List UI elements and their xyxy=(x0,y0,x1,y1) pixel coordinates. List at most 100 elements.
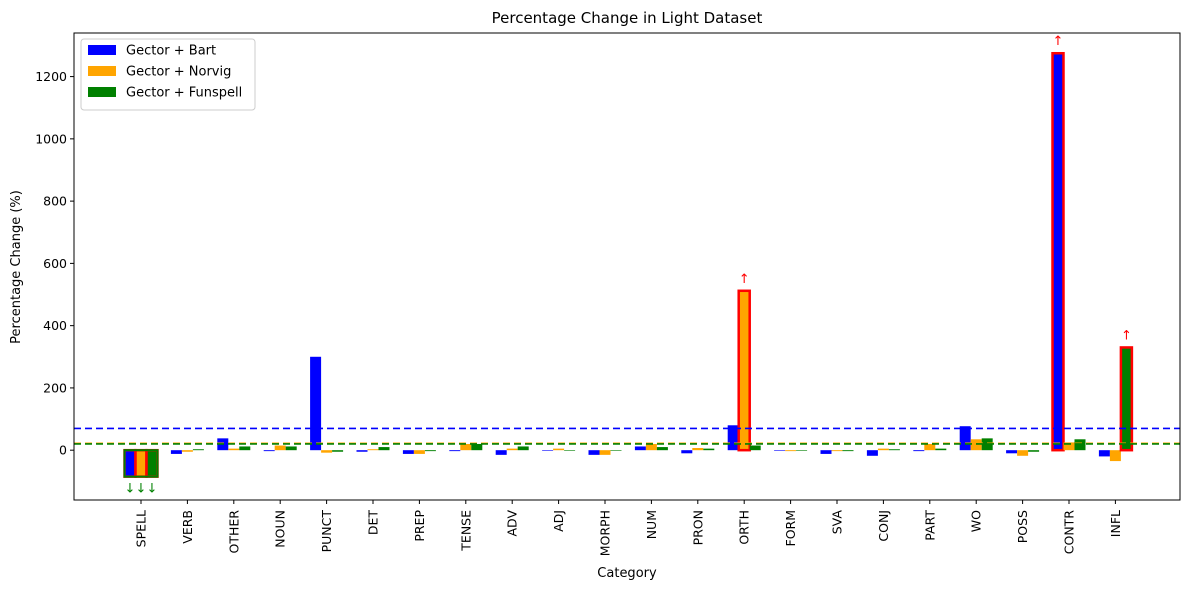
bar-part-series-1 xyxy=(913,450,925,452)
bar-conj-series-1 xyxy=(866,450,878,456)
bar-other-series-2 xyxy=(228,448,240,451)
bar-infl-series-1 xyxy=(1098,450,1110,457)
x-tick-label-spell: SPELL xyxy=(134,510,149,547)
bar-form-series-1 xyxy=(774,450,786,451)
bar-prep-series-1 xyxy=(402,450,414,454)
bar-verb-series-1 xyxy=(170,450,182,454)
bar-adv-series-3 xyxy=(517,446,529,451)
y-axis: 0 200 400 600 800 1000 1200 xyxy=(35,69,74,458)
x-tick-label-part: PART xyxy=(922,510,937,541)
legend-label-series-3: Gector + Funspell xyxy=(126,86,242,101)
legend-swatch-series-3 xyxy=(88,87,116,97)
bar-noun-series-1 xyxy=(263,450,275,452)
bar-adj-series-2 xyxy=(553,448,565,451)
legend-box xyxy=(80,38,256,111)
bar-num-series-1 xyxy=(634,446,646,451)
x-tick-label-pron: PRON xyxy=(690,510,705,545)
x-tick-label-other: OTHER xyxy=(226,510,241,554)
bar-morph-series-3 xyxy=(610,450,622,451)
bar-verb-series-3 xyxy=(192,449,204,451)
y-tick-label: 800 xyxy=(43,194,67,209)
x-tick-label-wo: WO xyxy=(969,510,984,532)
bar-spell-series-3 xyxy=(145,448,159,478)
bar-wo-series-1 xyxy=(959,426,971,451)
highlight-arrow-orth-series-2: ↑ xyxy=(739,272,750,287)
bar-sva-series-2 xyxy=(831,450,843,452)
legend-label-series-1: Gector + Bart xyxy=(126,44,216,59)
bar-poss-series-1 xyxy=(1006,450,1018,454)
bar-form-series-2 xyxy=(785,450,797,452)
bar-other-series-3 xyxy=(239,446,251,451)
bar-punct-series-1 xyxy=(310,356,322,451)
bar-poss-series-3 xyxy=(1028,450,1040,452)
x-tick-label-conj: CONJ xyxy=(876,510,891,542)
bar-prep-series-2 xyxy=(413,450,425,454)
highlight-arrow-spell-series-2: ↓ xyxy=(136,482,147,497)
bar-infl-series-3 xyxy=(1119,346,1134,452)
bar-det-series-2 xyxy=(367,449,379,451)
y-tick-label: 1000 xyxy=(35,131,67,146)
x-tick-label-punct: PUNCT xyxy=(319,510,334,553)
bar-prep-series-3 xyxy=(424,450,436,452)
x-axis-title: Category xyxy=(597,566,657,581)
y-tick-label: 400 xyxy=(43,318,67,333)
x-tick-label-noun: NOUN xyxy=(273,510,288,548)
x-axis: SPELL VERB OTHER NOUN PUNCT DET PREP TENSE ADV AD… xyxy=(134,500,1123,556)
x-tick-label-form: FORM xyxy=(783,510,798,547)
bar-pron-series-3 xyxy=(703,448,715,451)
y-axis-title: Percentage Change (%) xyxy=(9,190,24,344)
bar-pron-series-1 xyxy=(681,450,693,454)
bar-sva-series-3 xyxy=(842,450,854,452)
bar-num-series-2 xyxy=(645,443,657,451)
highlight-outline-spell xyxy=(123,449,159,478)
bar-contr-series-1 xyxy=(1051,51,1065,452)
plot-area: ↓ ↓ ↓↑↑↑ xyxy=(74,34,1180,497)
bar-noun-series-2 xyxy=(274,445,286,451)
bar-conj-series-3 xyxy=(888,449,900,451)
bar-morph-series-1 xyxy=(588,450,600,455)
bar-tense-series-3 xyxy=(471,443,483,451)
highlight-arrow-contr-series-1: ↑ xyxy=(1053,34,1064,49)
bar-noun-series-3 xyxy=(285,446,297,451)
bar-contr-series-2 xyxy=(1063,442,1075,451)
bar-orth-series-2 xyxy=(737,289,751,452)
bar-punct-series-3 xyxy=(332,450,344,452)
bar-det-series-3 xyxy=(378,447,390,451)
bar-spell-series-1 xyxy=(123,448,137,478)
bar-adj-series-1 xyxy=(542,450,554,451)
legend-label-series-2: Gector + Norvig xyxy=(126,65,231,80)
bar-orth-series-1 xyxy=(727,425,739,451)
chart-title: Percentage Change in Light Dataset xyxy=(492,9,763,27)
bar-verb-series-2 xyxy=(181,450,193,452)
x-tick-label-adj: ADJ xyxy=(551,510,566,532)
bar-adj-series-3 xyxy=(564,450,576,451)
bar-adv-series-1 xyxy=(495,450,507,455)
x-tick-label-verb: VERB xyxy=(180,510,195,544)
plot-frame xyxy=(73,32,1181,501)
bar-infl-series-2 xyxy=(1109,450,1121,462)
bar-part-series-2 xyxy=(924,443,936,451)
bar-part-series-3 xyxy=(935,448,947,451)
x-tick-label-contr: CONTR xyxy=(1062,510,1077,555)
y-tick-label: 600 xyxy=(43,256,67,271)
bar-tense-series-2 xyxy=(460,443,472,451)
bar-poss-series-2 xyxy=(1017,450,1029,456)
x-tick-label-poss: POSS xyxy=(1015,510,1030,543)
x-tick-label-num: NUM xyxy=(644,510,659,539)
bar-conj-series-2 xyxy=(877,448,889,451)
x-tick-label-adv: ADV xyxy=(505,510,520,537)
x-tick-label-prep: PREP xyxy=(412,510,427,542)
bar-tense-series-1 xyxy=(449,450,461,452)
bar-num-series-3 xyxy=(656,447,668,451)
bar-pron-series-2 xyxy=(692,448,704,451)
x-tick-label-tense: TENSE xyxy=(458,510,473,552)
highlight-arrow-spell-series-3: ↓ xyxy=(147,482,158,497)
x-tick-label-sva: SVA xyxy=(830,510,845,535)
y-tick-label: 1200 xyxy=(35,69,67,84)
x-tick-label-det: DET xyxy=(366,510,381,536)
legend: Gector + Bart Gector + Norvig Gector + Fun… xyxy=(80,38,256,111)
legend-swatch-series-1 xyxy=(88,45,116,55)
y-tick-label: 200 xyxy=(43,380,67,395)
bar-adv-series-2 xyxy=(506,448,518,451)
